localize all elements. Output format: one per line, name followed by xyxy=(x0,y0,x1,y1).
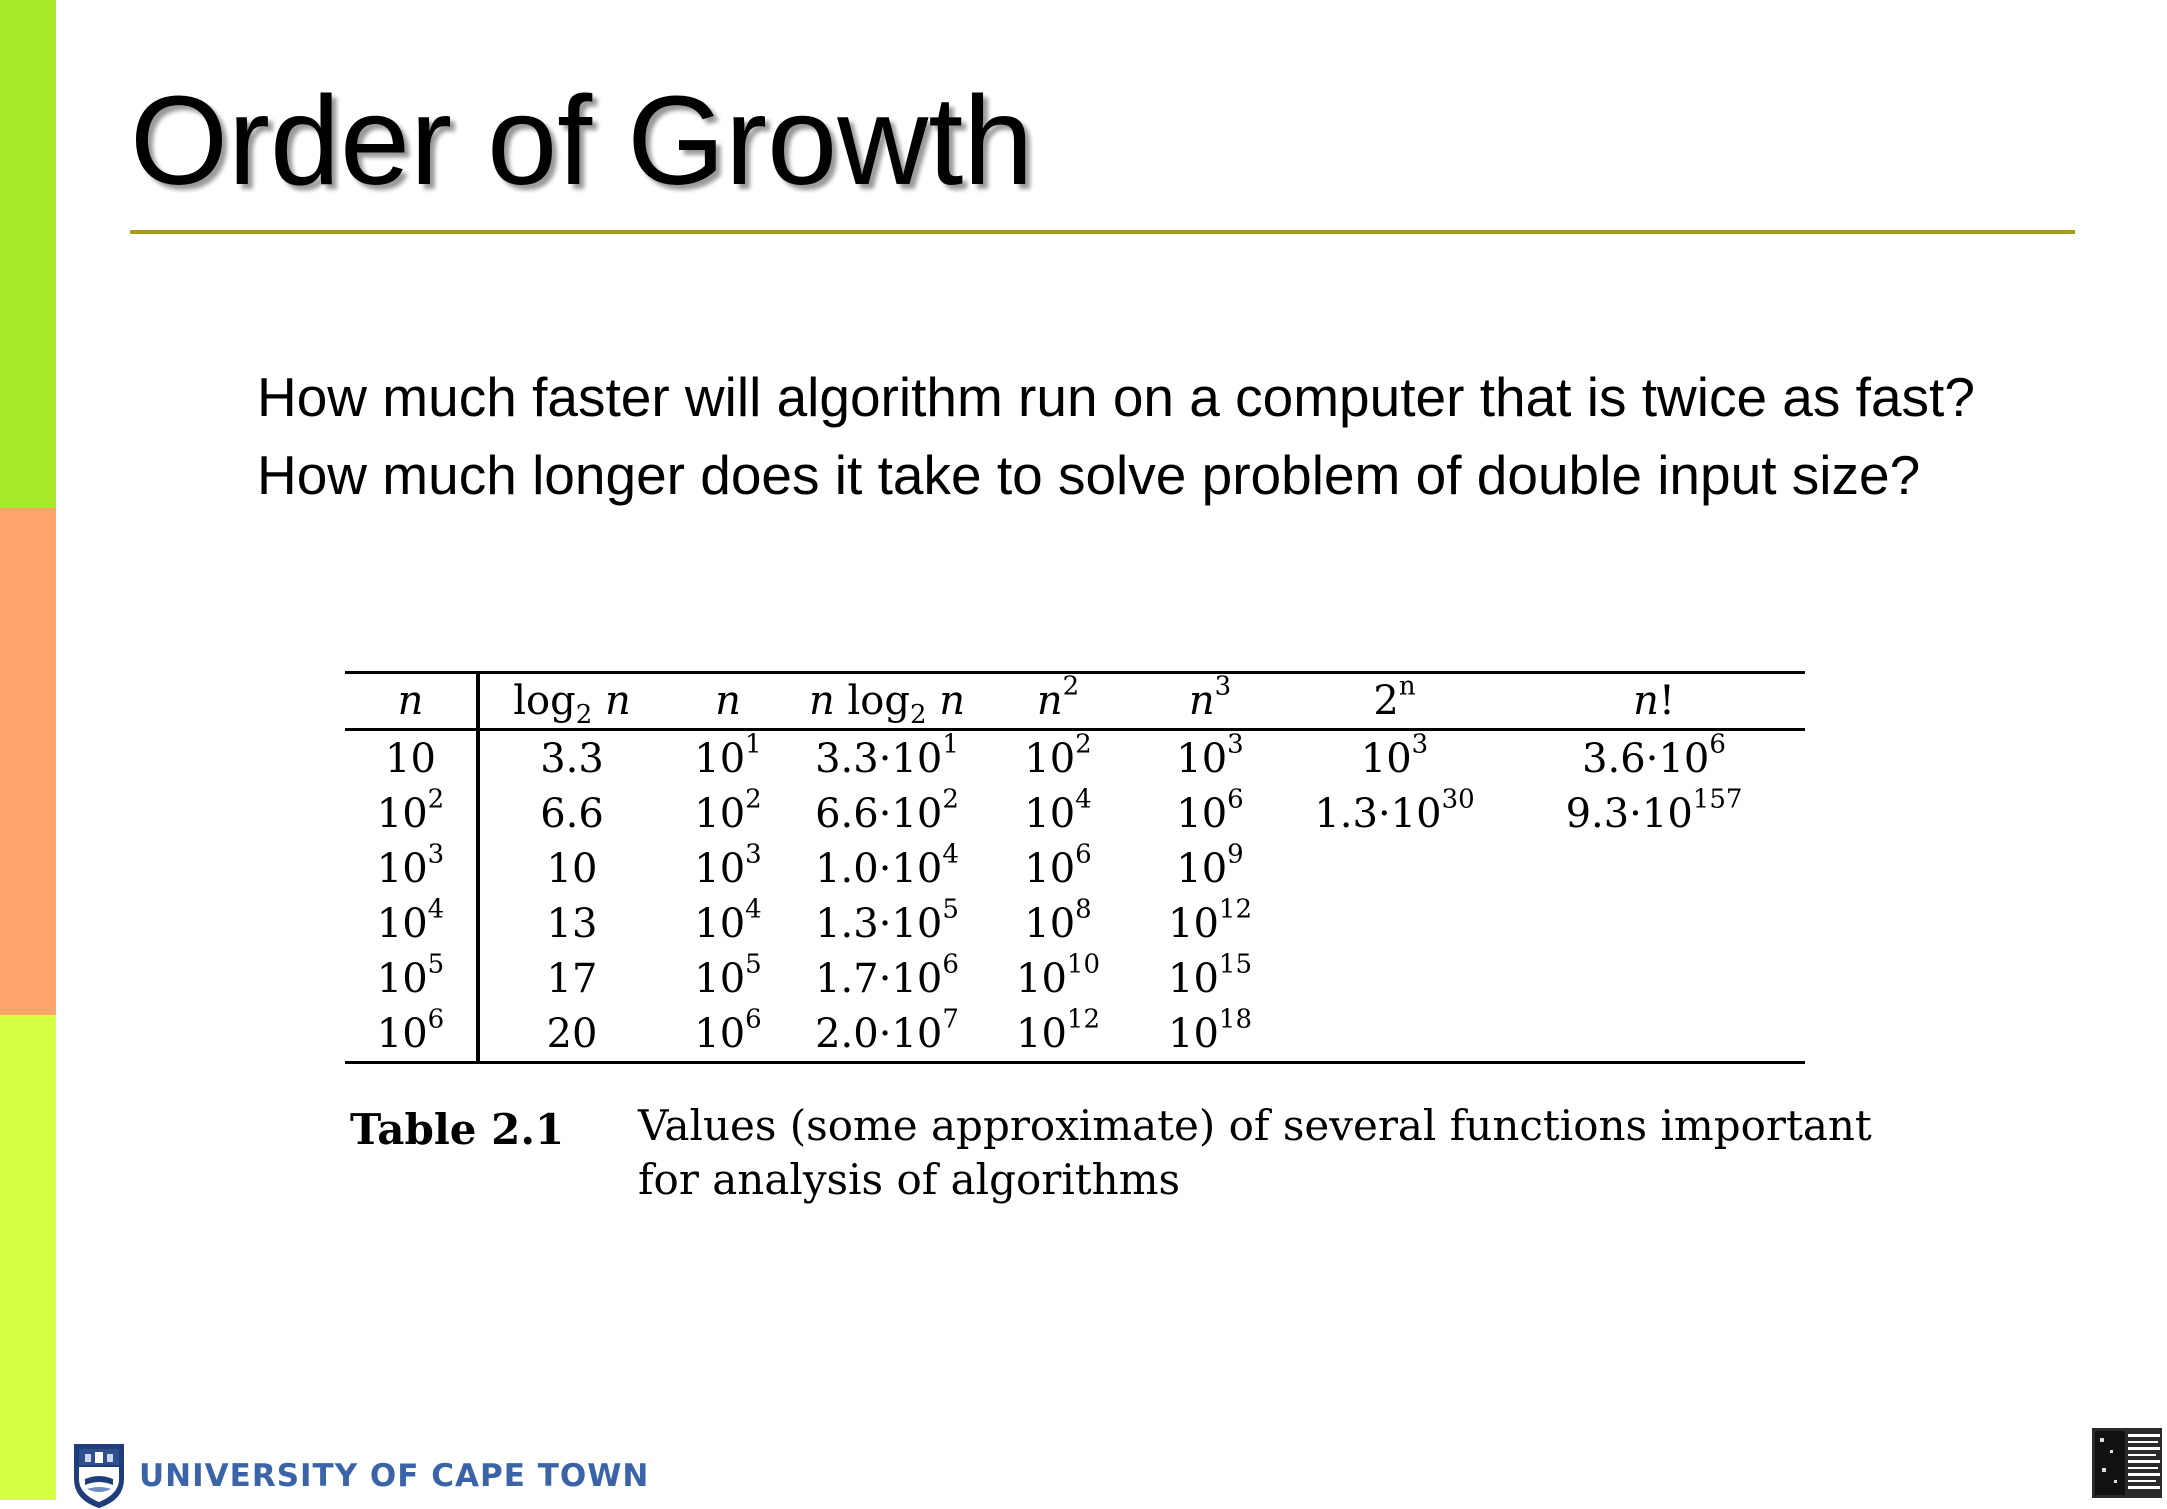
table-cell: 3.3 xyxy=(540,735,604,782)
table-cell: 106 xyxy=(664,1006,792,1064)
uct-crest-icon xyxy=(74,1444,124,1509)
table-cell: 9.3·10157 xyxy=(1565,784,1743,837)
question-speed: How much faster will algorithm run on a … xyxy=(257,366,1975,428)
table-caption: Table 2.1 Values (some approximate) of s… xyxy=(350,1101,1920,1207)
barcode-pattern-icon xyxy=(2092,1428,2162,1498)
table-cell: 6.6·102 xyxy=(815,784,959,837)
table-cell: 1.0·104 xyxy=(815,839,959,892)
table-cell: 104 xyxy=(1024,784,1092,837)
table-row: 103 10 103 1.0·104 106 109 xyxy=(345,841,1805,896)
column-header: n3 xyxy=(1134,671,1286,731)
table-cell: 1010 xyxy=(1016,949,1100,1002)
table-cell: 1012 xyxy=(982,1006,1134,1064)
column-header: n xyxy=(664,671,792,731)
table-cell: 106 xyxy=(345,1006,480,1064)
table-cell: 103 xyxy=(1176,729,1244,782)
table-cell: 17 xyxy=(546,955,598,1002)
table-cell: 101 xyxy=(694,729,762,782)
table-cell: 105 xyxy=(345,951,480,1006)
table-cell xyxy=(1503,951,1805,1006)
table-cell: 105 xyxy=(694,949,762,1002)
table-cell: 3.3·101 xyxy=(815,729,959,782)
table-cell: 103 xyxy=(345,841,480,896)
table-cell: 106 xyxy=(1024,839,1092,892)
question-input-size: How much longer does it take to solve pr… xyxy=(257,444,1921,506)
table-cell: 1.3·105 xyxy=(815,894,959,947)
column-header: n log2 n xyxy=(792,671,982,731)
table-row: 10 3.3 101 3.3·101 102 103 103 3.6·106 xyxy=(345,729,1805,786)
table-cell: 103 xyxy=(694,839,762,892)
title-underline xyxy=(130,230,2075,234)
table-cell: 1015 xyxy=(1168,949,1252,1002)
table-cell: 1012 xyxy=(1168,894,1252,947)
caption-line: for analysis of algorithms xyxy=(638,1155,1181,1204)
university-logo: UNIVERSITY OF CAPE TOWN xyxy=(73,1443,649,1509)
table-cell xyxy=(1503,841,1805,896)
table-cell: 104 xyxy=(345,896,480,951)
table-cell xyxy=(1503,1006,1805,1064)
table-body: 10 3.3 101 3.3·101 102 103 103 3.6·106 102 6.6 102… xyxy=(345,729,1805,1064)
caption-text: Values (some approximate) of several fun… xyxy=(638,1099,1920,1207)
table-row: 105 17 105 1.7·106 1010 1015 xyxy=(345,951,1805,1006)
table-cell: 109 xyxy=(1176,839,1244,892)
table-cell xyxy=(1503,896,1805,951)
table-cell: 10 xyxy=(345,729,480,786)
table-cell: 102 xyxy=(345,786,480,841)
table-cell: 10 xyxy=(546,845,598,892)
column-header: n2 xyxy=(982,671,1134,731)
table-cell: 108 xyxy=(1024,894,1092,947)
table-cell: 103 xyxy=(1360,729,1429,782)
table-cell: 1.3·1030 xyxy=(1314,784,1475,837)
table-row: 104 13 104 1.3·105 108 1012 xyxy=(345,896,1805,951)
table-cell xyxy=(1286,896,1503,951)
table-cell: 106 xyxy=(1176,784,1244,837)
caption-label: Table 2.1 xyxy=(350,1105,565,1154)
sidebar-stripe-lime xyxy=(0,1015,56,1500)
column-header: n! xyxy=(1503,671,1805,731)
table-cell: 3.6·106 xyxy=(1582,729,1726,782)
caption-line: Values (some approximate) of several fun… xyxy=(638,1101,1872,1150)
table-cell xyxy=(1286,841,1503,896)
university-name: UNIVERSITY OF CAPE TOWN xyxy=(139,1458,650,1494)
table-row: 106 20 106 2.0·107 1012 1018 xyxy=(345,1006,1805,1064)
table-cell: 2.0·107 xyxy=(792,1006,982,1064)
table-cell: 1018 xyxy=(1134,1006,1286,1064)
table-cell: 20 xyxy=(478,1006,664,1064)
table-cell xyxy=(1286,951,1503,1006)
table-cell: 102 xyxy=(694,784,762,837)
table-row: 102 6.6 102 6.6·102 104 106 1.3·1030 9.3·10157 xyxy=(345,786,1805,841)
table-cell: 13 xyxy=(546,900,598,947)
table-cell: 1.7·106 xyxy=(815,949,959,1002)
table-cell: 6.6 xyxy=(540,790,604,837)
table-cell: 102 xyxy=(1024,729,1092,782)
column-header: log2 n xyxy=(478,671,664,731)
slide-title: Order of Growth xyxy=(130,70,1034,211)
table-cell xyxy=(1286,1006,1503,1064)
column-header: n xyxy=(345,671,480,731)
column-header: 2n xyxy=(1286,671,1503,731)
table-cell: 104 xyxy=(694,894,762,947)
sidebar-stripe-orange xyxy=(0,508,56,1015)
sidebar-stripe-green xyxy=(0,0,56,508)
